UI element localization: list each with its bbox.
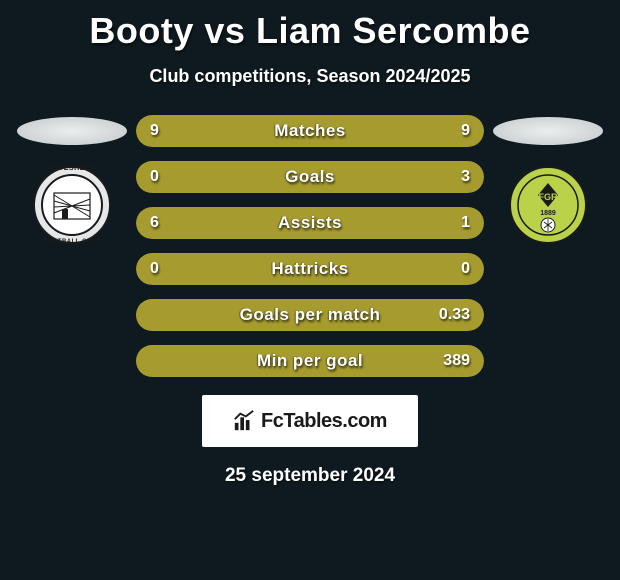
- stat-label: Hattricks: [136, 259, 484, 279]
- club-crest-left-inner: [32, 165, 112, 245]
- brand-badge[interactable]: FcTables.com: [202, 395, 418, 447]
- brand-chart-icon: [233, 410, 255, 432]
- stats-column: 9Matches90Goals36Assists10Hattricks0Goal…: [132, 115, 488, 377]
- stat-label: Goals per match: [136, 305, 484, 325]
- stat-label: Goals: [136, 167, 484, 187]
- stat-row: 0Goals3: [136, 161, 484, 193]
- club-crest-right-svg: FGR 1889: [508, 165, 588, 245]
- stat-label: Min per goal: [136, 351, 484, 371]
- club-crest-left-svg: [32, 165, 112, 245]
- player-right-headshot-placeholder: [493, 117, 603, 145]
- subtitle: Club competitions, Season 2024/2025: [0, 66, 620, 87]
- player-left-column: GATESHEAD FOOTBALL CLUB: [12, 115, 132, 251]
- player-left-headshot-placeholder: [17, 117, 127, 145]
- stat-value-right: 0: [461, 260, 470, 278]
- brand-text: FcTables.com: [261, 410, 387, 433]
- page-title: Booty vs Liam Sercombe: [0, 0, 620, 52]
- stat-row: 9Matches9: [136, 115, 484, 147]
- stat-label: Matches: [136, 121, 484, 141]
- club-crest-right-inner: FGR 1889: [508, 165, 588, 245]
- svg-text:1889: 1889: [540, 210, 556, 217]
- footer-date: 25 september 2024: [0, 465, 620, 487]
- stat-value-right: 9: [461, 122, 470, 140]
- main-row: GATESHEAD FOOTBALL CLUB 9Matches90Goals3…: [0, 115, 620, 377]
- club-crest-left-text-top: GATESHEAD: [26, 165, 118, 172]
- club-crest-left: GATESHEAD FOOTBALL CLUB: [26, 159, 118, 251]
- stat-row: Min per goal389: [136, 345, 484, 377]
- stat-value-right: 389: [443, 352, 470, 370]
- club-crest-right: FGR 1889: [502, 159, 594, 251]
- stat-row: 0Hattricks0: [136, 253, 484, 285]
- stat-value-right: 3: [461, 168, 470, 186]
- stat-value-right: 0.33: [439, 306, 470, 324]
- svg-text:FGR: FGR: [539, 192, 558, 202]
- stat-row: Goals per match0.33: [136, 299, 484, 331]
- stat-value-right: 1: [461, 214, 470, 232]
- club-crest-left-text-bottom: FOOTBALL CLUB: [26, 239, 118, 245]
- stat-label: Assists: [136, 213, 484, 233]
- player-right-column: FGR 1889: [488, 115, 608, 251]
- comparison-card-container: Booty vs Liam Sercombe Club competitions…: [0, 0, 620, 580]
- stat-row: 6Assists1: [136, 207, 484, 239]
